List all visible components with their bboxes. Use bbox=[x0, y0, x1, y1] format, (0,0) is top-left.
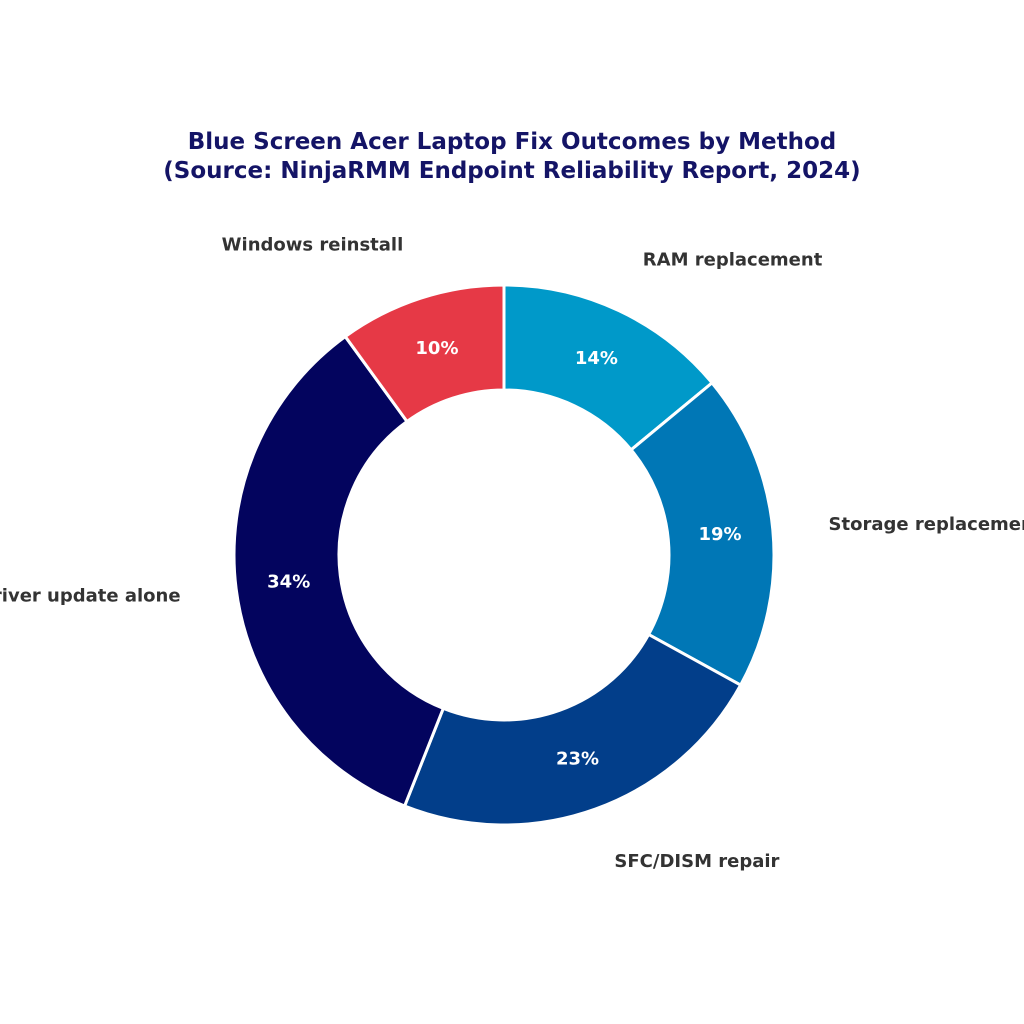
value-labels: 14% 19% 23% 34% 10% bbox=[267, 338, 741, 770]
chart-title-line: Blue Screen Acer Laptop Fix Outcomes by … bbox=[187, 129, 837, 155]
category-label-sfc-dism-repair: SFC/DISM repair bbox=[614, 851, 779, 872]
category-label-ram-replacement: RAM replacement bbox=[643, 250, 823, 271]
category-labels: RAM replacement Storage replacement SFC/DI… bbox=[0, 234, 1024, 872]
value-label-driver-update-alone: 34% bbox=[267, 572, 310, 593]
category-label-windows-reinstall: Windows reinstall bbox=[222, 234, 404, 255]
slice-windows-reinstall bbox=[343, 283, 506, 424]
donut-slices bbox=[232, 283, 776, 827]
slice-driver-update-alone bbox=[232, 335, 445, 808]
category-label-driver-update-alone: Driver update alone bbox=[0, 585, 181, 606]
value-label-ram-replacement: 14% bbox=[575, 348, 618, 369]
category-label-storage-replacement: Storage replacement bbox=[829, 514, 1024, 535]
slice-storage-replacement bbox=[629, 381, 776, 687]
value-label-sfc-dism-repair: 23% bbox=[556, 749, 599, 770]
chart-title: Blue Screen Acer Laptop Fix Outcomes by … bbox=[0, 128, 1024, 186]
chart-subtitle-line: (Source: NinjaRMM Endpoint Reliability R… bbox=[163, 158, 861, 184]
value-label-windows-reinstall: 10% bbox=[415, 338, 458, 359]
value-label-storage-replacement: 19% bbox=[698, 524, 741, 545]
slice-sfc-dism-repair bbox=[403, 632, 743, 827]
